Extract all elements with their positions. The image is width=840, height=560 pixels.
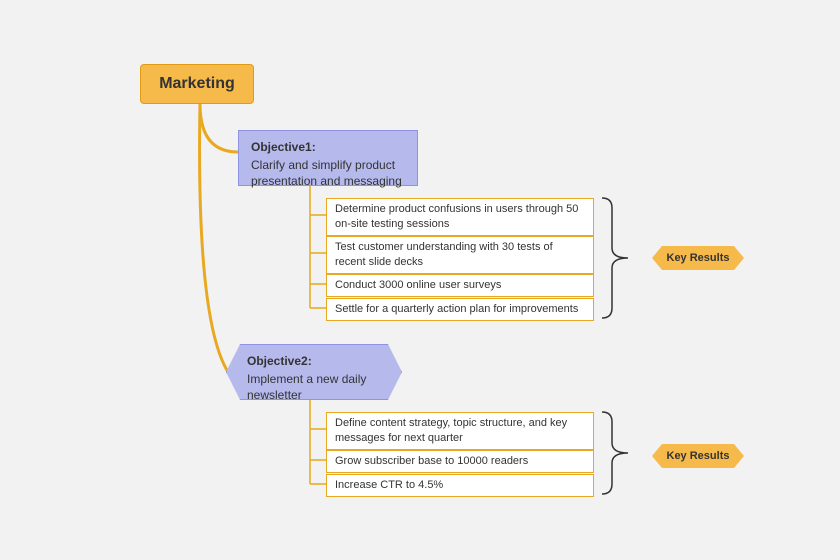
objective-desc: Clarify and simplify product presentatio…: [251, 157, 405, 189]
key-results-label: Key Results: [662, 444, 734, 468]
objective-desc: Implement a new daily newsletter: [247, 371, 381, 403]
objective-node: Objective1: Clarify and simplify product …: [238, 130, 418, 186]
key-result-item: Define content strategy, topic structure…: [326, 412, 594, 450]
objective-node: Objective2: Implement a new daily newslet…: [226, 344, 402, 400]
okr-diagram: { "type": "tree", "canvas": { "width": 8…: [0, 0, 840, 560]
key-result-item: Grow subscriber base to 10000 readers: [326, 450, 594, 473]
key-results-label: Key Results: [662, 246, 734, 270]
key-result-item: Settle for a quarterly action plan for i…: [326, 298, 594, 321]
key-result-item: Determine product confusions in users th…: [326, 198, 594, 236]
key-result-item: Test customer understanding with 30 test…: [326, 236, 594, 274]
root-node: Marketing: [140, 64, 254, 104]
key-result-item: Conduct 3000 online user surveys: [326, 274, 594, 297]
objective-title: Objective1:: [251, 139, 405, 155]
key-result-item: Increase CTR to 4.5%: [326, 474, 594, 497]
objective-title: Objective2:: [247, 353, 381, 369]
